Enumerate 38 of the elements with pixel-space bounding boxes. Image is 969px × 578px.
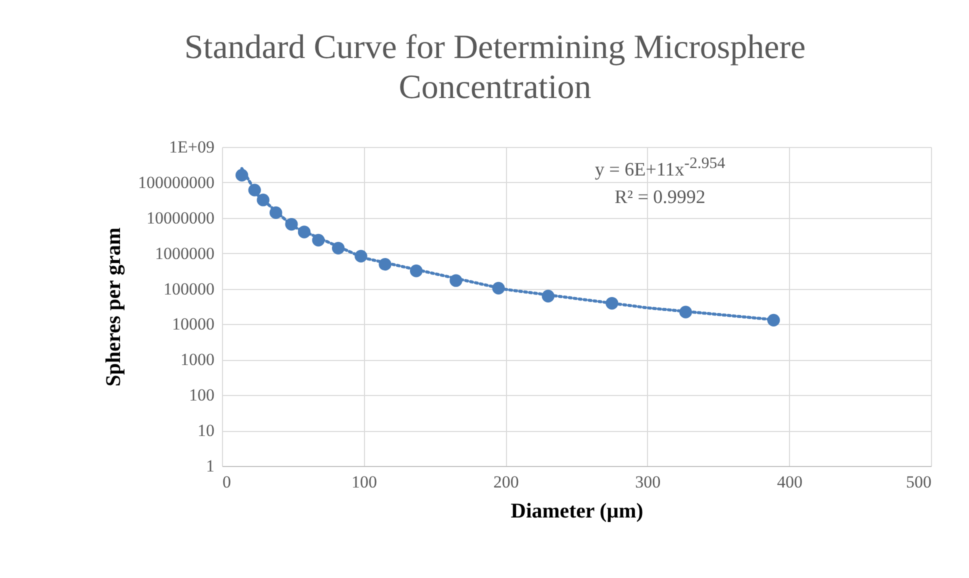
x-tick-label: 200 xyxy=(493,472,519,492)
x-axis-title: Diameter (µm) xyxy=(510,498,644,522)
y-tick-label: 100000000 xyxy=(138,172,214,192)
y-tick-label: 10000000 xyxy=(146,208,214,228)
point xyxy=(542,290,554,302)
y-tick-label: 1 xyxy=(206,456,214,476)
point xyxy=(312,234,325,246)
point xyxy=(248,184,261,196)
x-tick-label: 400 xyxy=(776,472,802,492)
y-tick-label: 10000 xyxy=(172,314,214,334)
y-tick-label: 10 xyxy=(198,421,214,440)
y-tick-label: 1000000 xyxy=(155,244,214,263)
x-tick-label: 500 xyxy=(906,472,932,492)
point xyxy=(354,250,368,263)
y-tick-label: 100000 xyxy=(164,279,214,298)
point xyxy=(492,282,505,294)
x-tick-label: 0 xyxy=(222,472,231,492)
point xyxy=(236,168,248,182)
y-tick-label: 1E+09 xyxy=(169,138,214,156)
x-tick-label: 100 xyxy=(352,472,378,492)
point xyxy=(679,306,692,318)
y-axis-title: Spheres per gram xyxy=(101,226,125,387)
point xyxy=(606,296,618,310)
point xyxy=(332,242,345,254)
annotation: R² = 0.9992 xyxy=(614,186,706,210)
point xyxy=(450,274,462,287)
point xyxy=(270,206,282,220)
annotation: y = 6E+11x$^{-2.954}$ xyxy=(594,154,726,182)
y-tick-label: 1000 xyxy=(180,350,214,370)
x-tick-label: 300 xyxy=(635,472,661,492)
point xyxy=(378,258,392,271)
chart-title: Standard Curve for Determining Microsphere Concentration xyxy=(183,28,807,108)
point xyxy=(410,264,423,278)
y-tick-label: 100 xyxy=(189,386,214,405)
point xyxy=(256,194,270,206)
point xyxy=(767,314,780,326)
point xyxy=(298,226,311,238)
point xyxy=(285,218,298,231)
